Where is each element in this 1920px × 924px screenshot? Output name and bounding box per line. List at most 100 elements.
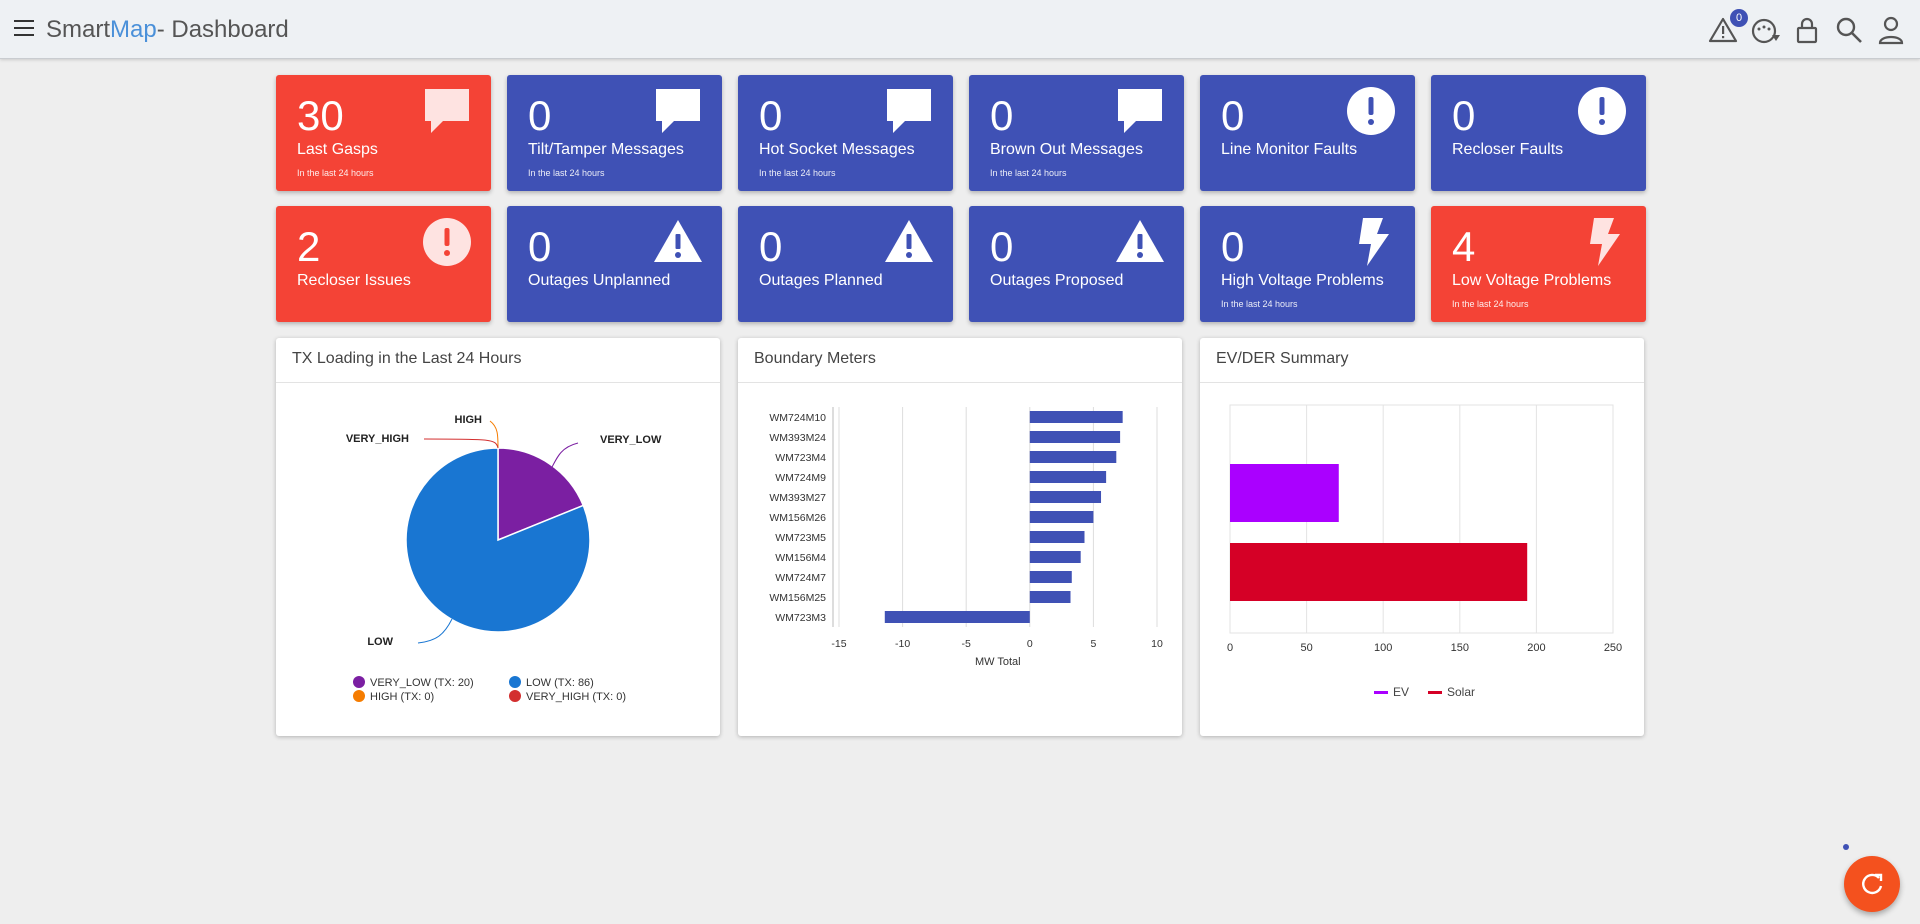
summary-card-outages-unplanned[interactable]: 0 Outages Unplanned (507, 206, 722, 322)
card-count: 0 (1221, 92, 1245, 139)
bar-wm156m4[interactable] (1029, 551, 1081, 563)
card-count: 0 (759, 92, 783, 139)
user-account-icon[interactable] (1876, 15, 1906, 45)
card-label: Recloser Issues (297, 272, 411, 289)
bar-wm724m7[interactable] (1029, 571, 1072, 583)
card-count: 0 (759, 223, 783, 270)
summary-card-recloser-faults[interactable]: 0 Recloser Faults (1431, 75, 1646, 191)
tx-loading-pie-chart: VERY_LOW LOW HIGH VERY_HIGH VERY_LOW (TX: 20… (346, 414, 662, 703)
card-label: Outages Unplanned (528, 272, 671, 289)
pie-label: LOW (367, 636, 393, 648)
lightning-bolt-icon (1345, 216, 1397, 268)
bar-wm393m24[interactable] (1029, 431, 1121, 443)
exclamation-circle-icon (1576, 85, 1628, 137)
bar-wm156m26[interactable] (1029, 511, 1094, 523)
summary-card-tilt-tamper-messages[interactable]: 0 Tilt/Tamper Messages In the last 24 hour… (507, 75, 722, 191)
card-count: 4 (1452, 223, 1476, 270)
legend-marker (353, 676, 365, 688)
meter-refresh-icon[interactable] (1750, 15, 1780, 45)
warning-triangle-icon (883, 216, 935, 268)
bar-wm723m3[interactable] (884, 611, 1030, 623)
card-count: 30 (297, 92, 344, 139)
warning-triangle-icon (1114, 216, 1166, 268)
x-tick-label: 200 (1527, 642, 1545, 654)
bar-wm156m25[interactable] (1029, 591, 1071, 603)
category-label: WM724M9 (775, 472, 826, 484)
legend-label: EV (1393, 685, 1409, 699)
bar-wm723m4[interactable] (1029, 451, 1117, 463)
search-icon[interactable] (1834, 15, 1864, 45)
bar-wm724m9[interactable] (1029, 471, 1107, 483)
category-label: WM724M7 (775, 572, 826, 584)
legend-marker (509, 676, 521, 688)
legend-marker (353, 690, 365, 702)
exclamation-circle-icon (421, 216, 473, 268)
ev-der-bar-chart: 0 50 100 150 200 250 EV Solar (1227, 404, 1622, 699)
x-tick-label: 50 (1300, 642, 1312, 654)
brand-suffix: - Dashboard (156, 16, 289, 43)
card-count: 0 (528, 92, 552, 139)
legend-swatch (1428, 691, 1442, 694)
x-tick-label: 5 (1090, 638, 1096, 650)
message-icon (1114, 85, 1166, 137)
summary-card-line-monitor-faults[interactable]: 0 Line Monitor Faults (1200, 75, 1415, 191)
bar-ev[interactable] (1230, 464, 1339, 522)
pie-leader-line (417, 618, 453, 644)
tx-loading-panel: TX Loading in the Last 24 Hours VERY_LOW… (276, 338, 720, 736)
summary-card-outages-proposed[interactable]: 0 Outages Proposed (969, 206, 1184, 322)
refresh-button[interactable] (1844, 856, 1900, 912)
bar-wm723m5[interactable] (1029, 531, 1085, 543)
brand-accent: Map (110, 16, 157, 43)
bar-wm724m10[interactable] (1029, 411, 1123, 423)
x-tick-label: 10 (1151, 638, 1163, 650)
warning-triangle-icon (652, 216, 704, 268)
boundary-meters-title: Boundary Meters (738, 338, 1182, 383)
ev-der-title: EV/DER Summary (1200, 338, 1644, 383)
category-label: WM393M27 (769, 492, 826, 504)
summary-card-low-voltage-problems[interactable]: 4 Low Voltage Problems In the last 24 hour… (1431, 206, 1646, 322)
legend-marker (509, 690, 521, 702)
legend-label: VERY_HIGH (TX: 0) (526, 691, 626, 703)
summary-card-brown-out-messages[interactable]: 0 Brown Out Messages In the last 24 hours (969, 75, 1184, 191)
legend-label: HIGH (TX: 0) (370, 691, 434, 703)
card-label: High Voltage Problems (1221, 272, 1384, 289)
exclamation-circle-icon (1345, 85, 1397, 137)
pie-slice-very-low[interactable] (497, 447, 585, 542)
boundary-meters-bar-chart: WM724M10 WM393M24 WM723M4 WM724M9 WM393M27 WM… (769, 407, 1163, 668)
pie-leader-line (423, 438, 499, 449)
lock-icon[interactable] (1792, 15, 1822, 45)
x-tick-label: -15 (831, 638, 846, 650)
summary-card-last-gasps[interactable]: 30 Last Gasps In the last 24 hours (276, 75, 491, 191)
menu-icon[interactable] (14, 20, 34, 38)
x-tick-label: 0 (1027, 638, 1033, 650)
pie-label: HIGH (455, 414, 483, 426)
message-icon (883, 85, 935, 137)
x-tick-label: 150 (1451, 642, 1469, 654)
category-label: WM723M4 (775, 452, 826, 464)
legend-label: VERY_LOW (TX: 20) (370, 677, 474, 689)
bar-solar[interactable] (1230, 543, 1528, 601)
pie-label: VERY_HIGH (346, 433, 409, 445)
summary-card-outages-planned[interactable]: 0 Outages Planned (738, 206, 953, 322)
refresh-icon (1862, 873, 1883, 895)
summary-card-high-voltage-problems[interactable]: 0 High Voltage Problems In the last 24 hou… (1200, 206, 1415, 322)
ev-der-panel: EV/DER Summary 0 50 100 150 200 250 EV Solar (1200, 338, 1644, 736)
summary-card-recloser-issues[interactable]: 2 Recloser Issues (276, 206, 491, 322)
summary-card-hot-socket-messages[interactable]: 0 Hot Socket Messages In the last 24 hours (738, 75, 953, 191)
toolbar-icons: 0 (1708, 9, 1906, 46)
card-count: 0 (528, 223, 552, 270)
alerts-count-badge: 0 (1730, 9, 1748, 27)
card-subtitle: In the last 24 hours (297, 168, 374, 178)
card-label: Last Gasps (297, 141, 378, 158)
bar-wm393m27[interactable] (1029, 491, 1102, 503)
x-tick-label: -5 (962, 638, 971, 650)
card-subtitle: In the last 24 hours (1221, 299, 1298, 309)
category-label: WM723M3 (775, 612, 826, 624)
card-subtitle: In the last 24 hours (990, 168, 1067, 178)
pie-slice-low[interactable] (405, 447, 591, 633)
pie-label: VERY_LOW (600, 434, 662, 446)
pie-leader-line (489, 420, 499, 449)
alert-warning-icon[interactable]: 0 (1708, 9, 1748, 45)
lightning-bolt-icon (1576, 216, 1628, 268)
card-subtitle: In the last 24 hours (759, 168, 836, 178)
